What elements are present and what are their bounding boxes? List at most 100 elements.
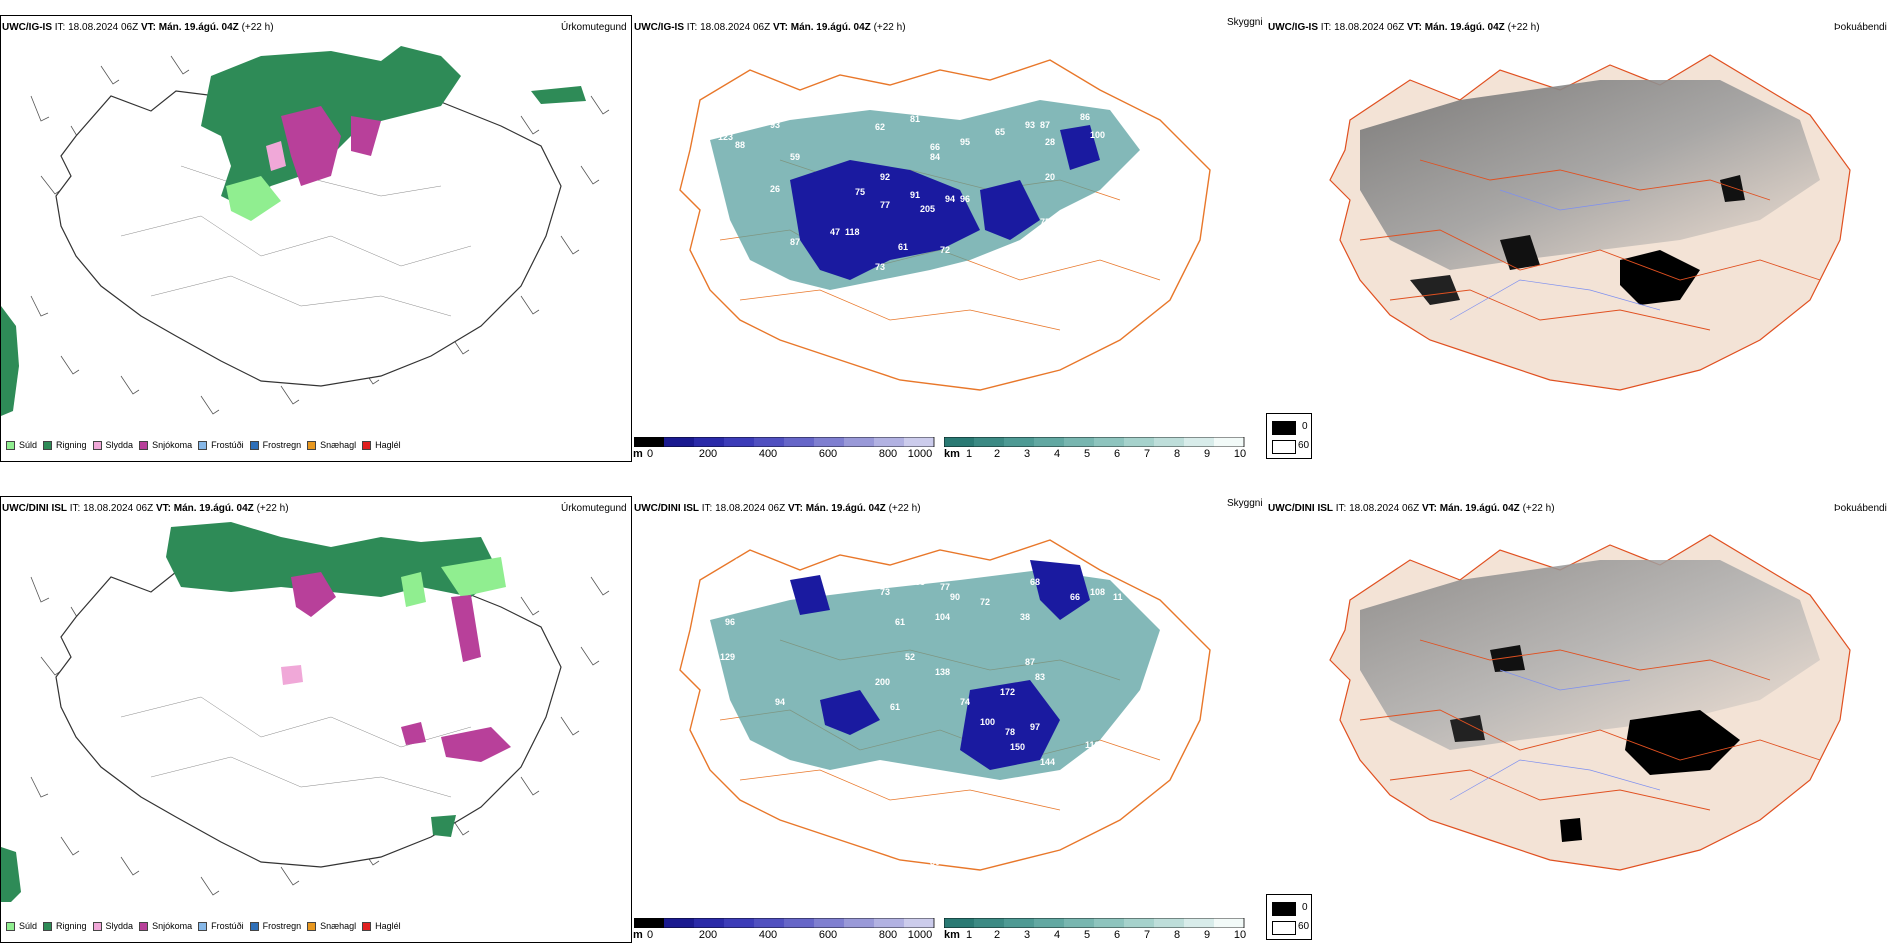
vis-blue-area-3 — [820, 690, 880, 735]
vis-value-labels: 84 96 129 94 73 61 200 52 138 61 74 65 9… — [720, 557, 1123, 867]
vis-label: 150 — [1010, 742, 1025, 752]
vis-label: 83 — [1035, 672, 1045, 682]
snow-area-2 — [351, 116, 381, 156]
vis-cbar-km-unit-top: km — [944, 448, 960, 460]
vis-cbar-km-tick: 1 — [965, 448, 973, 460]
vis-label: 87 — [1040, 120, 1050, 130]
vis-cbar-km-tick: 5 — [1083, 929, 1091, 941]
vis-header-bottom: UWC/DINI ISL IT: 18.08.2024 06Z VT: Mán.… — [634, 503, 921, 514]
rain-area-se — [431, 815, 456, 837]
vis-label: 33 — [755, 792, 765, 802]
vis-label: 104 — [935, 612, 950, 622]
vis-label: 138 — [935, 667, 950, 677]
vis-label: 61 — [890, 702, 900, 712]
fog-black-2 — [1490, 645, 1525, 672]
vis-label: 77 — [940, 582, 950, 592]
precip-legend-top: Súld Rigning Slydda Snjókoma Frostúði Fr… — [6, 440, 401, 450]
vis-cbar-km-tick: 9 — [1203, 448, 1211, 460]
vis-label: 20 — [1045, 172, 1055, 182]
fog-black-1 — [1625, 710, 1740, 775]
vis-label: 78 — [1005, 727, 1015, 737]
precip-title-top: Úrkomutegund — [561, 22, 627, 33]
vis-cbar-km-tick: 6 — [1113, 929, 1121, 941]
vis-cbar-m-tick: 800 — [878, 448, 898, 460]
rain-area-ne — [531, 86, 586, 104]
vis-label: 140 — [1012, 252, 1027, 262]
snow-area — [291, 572, 336, 617]
vis-label: 11 — [1113, 592, 1123, 602]
vis-cbar-m-tick: 0 — [646, 448, 654, 460]
vis-label: 108 — [1090, 587, 1105, 597]
vis-cbar-km-tick: 3 — [1023, 448, 1031, 460]
vis-label: 123 — [718, 132, 733, 142]
vis-cbar-km-tick: 8 — [1173, 448, 1181, 460]
vis-label: 52 — [905, 652, 915, 662]
rain-area-west — [1, 306, 19, 416]
rain-area — [166, 522, 501, 597]
fog-black-3 — [1450, 715, 1485, 742]
drizzle-area-2 — [401, 572, 426, 607]
precip-header-bottom: UWC/DINI ISL IT: 18.08.2024 06Z VT: Mán.… — [2, 503, 289, 514]
vis-label: 90 — [1110, 727, 1120, 737]
fog-map-bottom — [1329, 534, 1851, 871]
fog-legend-bottom: 0 60 — [1266, 894, 1312, 940]
vis-label: 68 — [1030, 577, 1040, 587]
vis-label: 118 — [845, 227, 860, 237]
vis-cbar-m-tick: 800 — [878, 929, 898, 941]
precip-map-top — [1, 46, 610, 416]
vis-label: 87 — [1025, 657, 1035, 667]
vis-cbar-m-tick: 600 — [818, 929, 838, 941]
fog-black-1 — [1620, 250, 1700, 305]
vis-label: 74 — [960, 697, 970, 707]
precip-panel-bottom-frame — [0, 496, 632, 943]
snow-area-4 — [401, 722, 426, 745]
fog-title-bottom: Þokuábendi — [1834, 503, 1887, 514]
vis-label: 144 — [1040, 757, 1055, 767]
vis-label: 65 — [915, 577, 925, 587]
vis-label: 61 — [895, 617, 905, 627]
vis-label: 91 — [910, 190, 920, 200]
vis-cbar-km-tick: 2 — [993, 929, 1001, 941]
drizzle-area — [226, 176, 281, 221]
vis-cbar-km-unit-bottom: km — [944, 929, 960, 941]
vis-label: 200 — [875, 677, 890, 687]
vis-label: 65 — [995, 127, 1005, 137]
vis-cbar-km-tick: 4 — [1053, 448, 1061, 460]
vis-label: 95 — [960, 137, 970, 147]
vis-cbar-km-tick: 6 — [1113, 448, 1121, 460]
vis-label: 80 — [930, 857, 940, 867]
vis-cbar-m-tick: 1000 — [907, 929, 933, 941]
vis-label: 97 — [1030, 722, 1040, 732]
vis-label: 90 — [950, 592, 960, 602]
vis-cbar-m-tick: 0 — [646, 929, 654, 941]
vis-label: 28 — [1045, 137, 1055, 147]
precip-title-bottom: Úrkomutegund — [561, 503, 627, 514]
vis-label: 47 — [830, 227, 840, 237]
drizzle-area — [441, 557, 506, 597]
precip-header-top: UWC/IG-IS IT: 18.08.2024 06Z VT: Mán. 19… — [2, 22, 274, 33]
vis-label: 84 — [735, 557, 745, 567]
vis-cbar-km-top — [944, 437, 1245, 447]
vis-cbar-km-tick: 4 — [1053, 929, 1061, 941]
vis-label: 100 — [980, 717, 995, 727]
vis-cbar-km-tick: 9 — [1203, 929, 1211, 941]
vis-label: 72 — [940, 245, 950, 255]
vis-cbar-m-tick: 400 — [758, 448, 778, 460]
fog-title-top: Þokuábendi — [1834, 22, 1887, 33]
vis-label: 75 — [855, 187, 865, 197]
vis-cbar-km-tick: 7 — [1143, 448, 1151, 460]
fog-black-3 — [1720, 175, 1745, 202]
vis-map-bottom: 84 96 129 94 73 61 200 52 138 61 74 65 9… — [679, 539, 1211, 871]
vis-label: 61 — [898, 242, 908, 252]
vis-label: 101 — [720, 67, 735, 77]
vis-label: 73 — [875, 262, 885, 272]
vis-blue-area — [1030, 560, 1090, 620]
vis-label: 62 — [875, 122, 885, 132]
vis-title-bottom: Skyggni — [1227, 498, 1263, 509]
vis-label: 84 — [930, 152, 940, 162]
vis-cbar-m-tick: 200 — [698, 448, 718, 460]
vis-blue-area-2 — [960, 680, 1060, 770]
vis-title-top: Skyggni — [1227, 17, 1263, 28]
vis-label: 38 — [1020, 612, 1030, 622]
fog-header-top: UWC/IG-IS IT: 18.08.2024 06Z VT: Mán. 19… — [1268, 22, 1540, 33]
